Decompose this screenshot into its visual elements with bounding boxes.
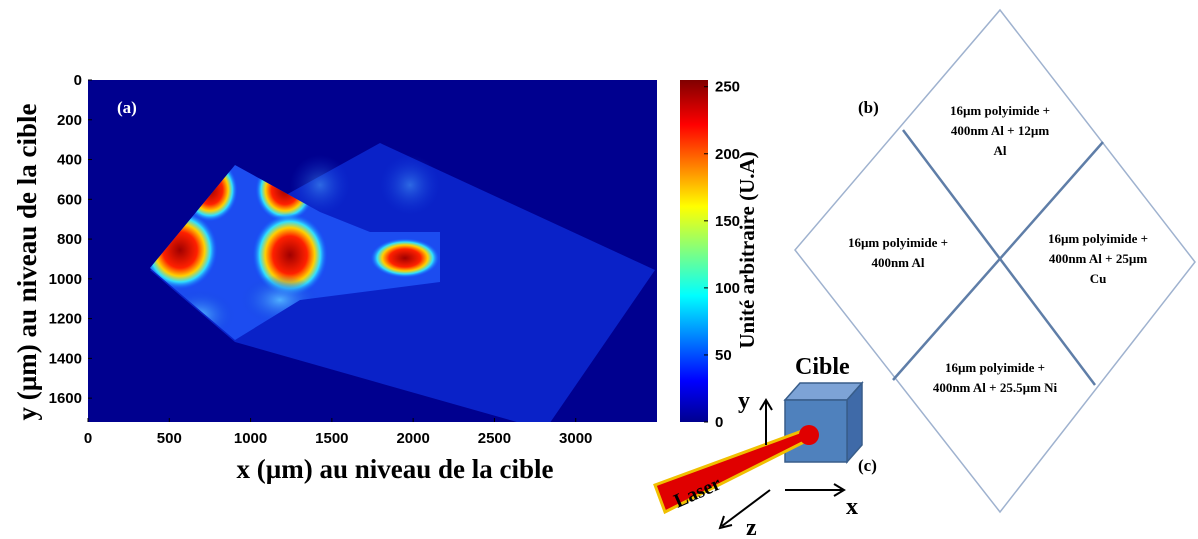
panel-label: (c): [858, 456, 877, 475]
region-label: 400nm Al: [871, 255, 924, 270]
region-label: 16µm polyimide +: [950, 103, 1050, 118]
x-tick-label: 3000: [559, 430, 592, 447]
region-label: 400nm Al + 12µm: [951, 123, 1049, 138]
panel-a: (a) x (µm) au niveau de la cible y (µm) …: [12, 80, 759, 484]
y-tick-label: 1200: [49, 311, 82, 328]
y-tick-label: 400: [57, 152, 82, 169]
y-tick-label: 800: [57, 231, 82, 248]
region-label: 16µm polyimide +: [945, 360, 1045, 375]
region-label: Cu: [1090, 271, 1107, 286]
colorbar-tick-label: 100: [715, 280, 740, 297]
axis-label: x: [846, 494, 858, 520]
x-tick-label: 2500: [478, 430, 511, 447]
y-tick-label: 200: [57, 112, 82, 129]
x-tick-label: 1500: [315, 430, 348, 447]
colorbar-label: Unité arbitraire (U.A): [735, 151, 759, 348]
panel-label: (b): [858, 98, 879, 117]
y-tick-label: 1400: [49, 350, 82, 367]
axis-label: z: [746, 515, 757, 539]
region-label: 16µm polyimide +: [1048, 231, 1148, 246]
diamond: [794, 8, 1196, 514]
x-tick-label: 1000: [234, 430, 267, 447]
y-axis-label: y (µm) au niveau de la cible: [12, 103, 42, 420]
panel-c: Laser y x z Cible (c): [653, 354, 877, 539]
divider: [902, 129, 1096, 386]
axis-label: y: [738, 388, 750, 414]
region-label: 400nm Al + 25.5µm Ni: [933, 380, 1058, 395]
y-tick-label: 0: [74, 72, 82, 89]
x-tick-label: 500: [157, 430, 182, 447]
x-tick-label: 0: [84, 430, 92, 447]
target-label: Cible: [795, 354, 850, 380]
y-tick-label: 1000: [49, 271, 82, 288]
x-axis-label: x (µm) au niveau de la cible: [236, 454, 553, 484]
divider: [892, 141, 1104, 381]
region-label: 16µm polyimide +: [848, 235, 948, 250]
colorbar-tick-label: 0: [715, 414, 723, 431]
colorbar-tick-label: 150: [715, 213, 740, 230]
heatmap: [88, 80, 657, 422]
region-label: 400nm Al + 25µm: [1049, 251, 1147, 266]
panel-label: (a): [117, 98, 137, 117]
y-tick-label: 600: [57, 191, 82, 208]
panel-b: [794, 8, 1196, 514]
y-tick-label: 1600: [49, 390, 82, 407]
region-label: Al: [994, 143, 1007, 158]
colorbar-tick-label: 250: [715, 79, 740, 96]
colorbar-tick-label: 200: [715, 146, 740, 163]
colorbar-tick-label: 50: [715, 347, 732, 364]
x-tick-label: 2000: [396, 430, 429, 447]
colorbar: [680, 80, 708, 422]
